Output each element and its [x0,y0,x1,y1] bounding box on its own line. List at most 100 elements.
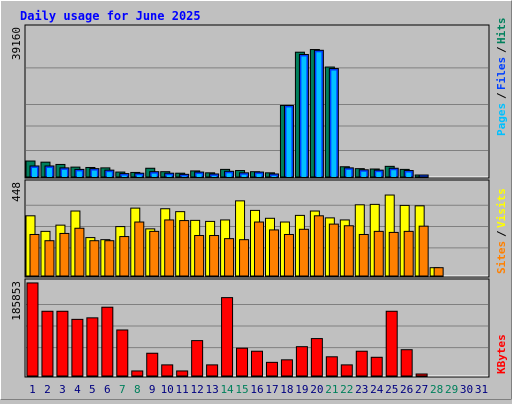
legend-top-slash: / [495,92,508,99]
bar-pages-day-3 [61,169,67,177]
x-tick-label-day-25: 25 [385,383,398,396]
bar-sites-day-7 [119,236,130,277]
x-tick-label-day-14: 14 [220,383,234,396]
bar-pages-day-4 [76,171,82,177]
bar-pages-day-18 [286,107,292,177]
bar-kbytes-day-10 [161,364,174,377]
x-tick-label-day-13: 13 [205,383,218,396]
bar-sites-day-19 [298,228,309,277]
bar-pages-day-13 [211,175,217,177]
bar-kbytes-day-11 [176,370,189,377]
bar-sites-day-23 [358,233,369,277]
bar-kbytes-day-5 [86,317,99,377]
bar-kbytes-day-25 [385,310,398,377]
bar-sites-day-10 [164,219,175,277]
x-tick-label-day-22: 22 [340,383,353,396]
x-tick-label-day-5: 5 [89,383,96,396]
x-tick-label-day-9: 9 [149,383,156,396]
bar-pages-day-12 [196,174,202,177]
bar-kbytes-day-6 [101,306,114,377]
x-tick-label-day-18: 18 [280,383,293,396]
bar-kbytes-day-1 [26,282,39,377]
x-tick-label-day-15: 15 [235,383,248,396]
bar-pages-day-24 [376,172,382,177]
bar-sites-day-21 [328,223,339,277]
legend-top-hits: Hits [495,18,508,45]
bar-sites-day-20 [313,215,324,277]
legend-middle-slash: / [495,230,508,237]
bar-sites-day-22 [343,225,354,277]
bar-kbytes-day-13 [206,364,219,377]
bar-pages-day-26 [406,172,412,177]
bar-sites-day-28 [433,267,444,277]
x-tick-label-day-20: 20 [310,383,323,396]
bar-sites-day-15 [239,239,250,277]
bar-pages-day-7 [121,175,127,177]
bar-pages-day-1 [32,167,37,177]
bar-sites-day-9 [149,230,160,277]
bar-sites-day-14 [224,238,235,277]
x-tick-label-day-7: 7 [119,383,126,396]
bar-sites-day-16 [254,221,265,277]
bar-sites-day-18 [283,233,294,277]
bar-pages-day-2 [46,167,52,177]
x-tick-label-day-3: 3 [59,383,66,396]
panel-top-frame [24,24,490,179]
bar-pages-day-17 [271,175,277,177]
bar-kbytes-day-23 [355,350,368,377]
x-tick-label-day-31: 31 [475,383,488,396]
bar-sites-day-2 [44,240,55,277]
bar-pages-day-5 [91,170,97,177]
legend-middle-visits: Visits [495,188,508,228]
x-tick-label-day-10: 10 [161,383,174,396]
x-tick-label-day-28: 28 [430,383,443,396]
x-tick-label-day-21: 21 [325,383,338,396]
x-tick-label-day-8: 8 [134,383,141,396]
bar-pages-day-9 [151,173,157,177]
legend-top-files: Files [495,57,508,90]
bar-kbytes-day-8 [131,370,144,377]
bar-sites-day-13 [209,235,220,277]
panel-bottom-y-max-label: 185853 [10,281,23,321]
bar-kbytes-day-3 [56,310,69,377]
bar-sites-day-8 [134,221,145,277]
bar-kbytes-day-20 [310,338,323,377]
bar-kbytes-day-18 [280,359,293,377]
x-tick-label-day-23: 23 [355,383,368,396]
bar-sites-day-17 [268,229,279,277]
bar-sites-day-26 [403,230,414,277]
bar-kbytes-day-12 [191,340,204,377]
bar-pages-day-6 [106,172,112,177]
x-tick-label-day-19: 19 [295,383,308,396]
bar-sites-day-27 [418,225,429,277]
bar-kbytes-day-14 [221,297,234,377]
bar-kbytes-day-16 [251,350,263,377]
bar-kbytes-day-7 [116,329,129,377]
legend-middle-sites: Sites [495,241,508,274]
bar-pages-day-16 [256,174,262,177]
bar-kbytes-day-22 [340,364,353,377]
bar-pages-day-11 [181,176,187,177]
bar-pages-day-10 [166,175,172,177]
legend-top-pages: Pages [495,103,508,136]
bar-sites-day-11 [179,220,190,277]
x-tick-label-day-26: 26 [400,383,413,396]
x-tick-label-day-16: 16 [250,383,263,396]
bar-kbytes-day-26 [400,349,413,377]
bar-pages-day-19 [301,56,307,177]
bar-kbytes-day-2 [41,310,54,377]
x-tick-label-day-17: 17 [265,383,278,396]
bar-sites-day-12 [194,235,205,277]
x-tick-label-day-24: 24 [370,383,384,396]
x-tick-label-day-12: 12 [191,383,204,396]
x-tick-label-day-1: 1 [29,383,36,396]
panel-top-y-max-label: 39160 [10,27,23,60]
panel-middle-y-max-label: 448 [10,182,23,202]
legend-top-slash: / [495,46,508,53]
bar-sites-day-4 [74,227,85,277]
x-tick-label-day-4: 4 [74,383,81,396]
bar-kbytes-day-9 [146,352,159,377]
bar-kbytes-day-27 [415,373,428,377]
x-tick-label-day-29: 29 [445,383,458,396]
